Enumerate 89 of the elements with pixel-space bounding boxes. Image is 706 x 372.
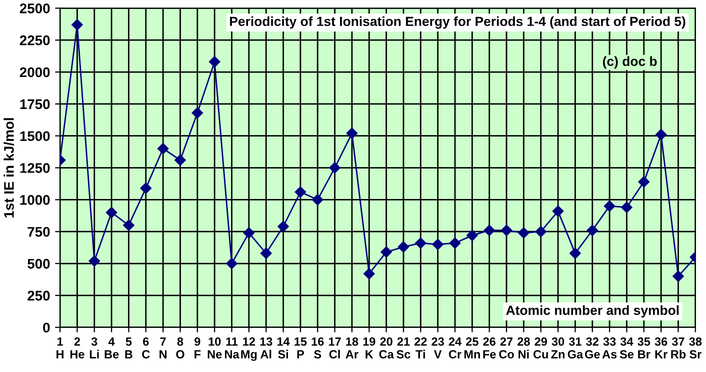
x-tick-label: 16 S <box>312 337 324 358</box>
point <box>192 107 203 118</box>
point <box>278 220 289 232</box>
y-tick-label: 1500 <box>20 131 50 142</box>
x-tick-label: 25 Mn <box>464 337 480 358</box>
y-tick-label: 0 <box>43 322 50 333</box>
x-tick-label: 33 As <box>602 337 617 358</box>
y-tick-label: 1250 <box>20 163 50 173</box>
x-tick-label: 21 Sc <box>396 337 410 358</box>
point <box>226 258 238 270</box>
x-tick-label: 13 Al <box>260 337 272 358</box>
y-tick-label: 1000 <box>20 195 50 205</box>
x-tick-label: 11 Na <box>224 338 240 358</box>
x-tick-label: 5 B <box>125 338 132 358</box>
x-tick-label: 26 Fe <box>483 337 496 358</box>
y-axis-title: 1st IE in kJ/mol <box>4 118 14 218</box>
y-tick-label: 500 <box>28 258 50 269</box>
point <box>364 268 375 280</box>
x-tick-label: 20 Ca <box>379 337 394 358</box>
x-tick-label: 30 Zn <box>551 337 565 358</box>
x-tick-label: 2 He <box>70 337 84 358</box>
x-tick-label: 18 Ar <box>346 337 358 358</box>
point <box>140 182 152 194</box>
point <box>449 237 461 249</box>
x-tick-label: 34 Se <box>620 337 634 358</box>
x-tick-label: 22 Ti <box>414 337 427 358</box>
point <box>518 227 530 238</box>
x-axis-title: Atomic number and symbol <box>506 305 679 318</box>
point <box>106 206 118 218</box>
point <box>346 128 358 139</box>
point <box>466 230 478 242</box>
x-tick-label: 24 Cr <box>448 337 462 358</box>
y-tick-label: 750 <box>28 226 50 237</box>
y-tick-label: 2000 <box>20 67 50 78</box>
y-tick-label: 250 <box>28 290 50 301</box>
point <box>672 270 684 282</box>
point <box>260 248 272 259</box>
point <box>621 202 632 213</box>
x-tick-label: 14 Si <box>277 338 290 358</box>
x-tick-label: 19 K <box>363 337 376 358</box>
point <box>500 224 512 236</box>
point <box>380 246 392 258</box>
point <box>294 186 306 198</box>
point <box>604 200 616 212</box>
x-tick-label: 3 Li <box>90 337 99 358</box>
annotation: (c) doc b <box>602 56 657 69</box>
y-tick-label: 1750 <box>20 99 50 110</box>
y-tick-label: 2500 <box>20 4 50 14</box>
x-tick-label: 4 Be <box>104 338 119 358</box>
point <box>638 176 650 188</box>
point <box>72 19 83 30</box>
x-tick-label: 7 N <box>160 338 167 358</box>
text: Periodicity of 1st Ionisation Energy for Periods 1-4 (and start of Period 5) <box>230 16 686 29</box>
x-tick-label: 12 Mg <box>241 337 257 361</box>
x-tick-label: 38 Sr <box>689 337 702 358</box>
point <box>312 194 324 206</box>
point <box>398 241 410 253</box>
point <box>415 237 426 249</box>
point <box>157 143 169 154</box>
x-tick-label: 9 F <box>194 337 201 358</box>
x-tick-label: 1 H <box>56 338 64 358</box>
x-tick-label: 23 V <box>432 337 444 358</box>
point <box>243 227 255 238</box>
point <box>208 56 220 68</box>
x-tick-label: 35 Br <box>638 337 650 358</box>
x-tick-label: 31 Ga <box>568 337 584 358</box>
point <box>535 226 546 238</box>
point <box>552 206 564 217</box>
x-tick-label: 6 C <box>142 337 150 358</box>
x-tick-label: 29 Cu <box>533 337 548 358</box>
x-tick-label: 37 Rb <box>671 337 686 358</box>
x-tick-label: 15 P <box>294 338 307 358</box>
point <box>655 128 667 140</box>
point <box>586 224 598 236</box>
x-tick-label: 28 Ni <box>518 337 530 358</box>
point <box>329 162 340 174</box>
x-tick-label: 32 Ge <box>584 337 600 358</box>
point <box>174 154 186 166</box>
x-tick-label: 8 O <box>176 337 184 358</box>
point <box>88 255 100 267</box>
x-tick-label: 17 Cl <box>328 338 341 358</box>
x-tick-label: 10 Ne <box>208 337 222 358</box>
point <box>484 224 495 236</box>
y-tick-label: 2250 <box>20 35 50 46</box>
point <box>432 238 444 250</box>
x-tick-label: 36 Kr <box>654 337 668 358</box>
x-tick-label: 27 Co <box>499 337 514 358</box>
point <box>123 220 134 231</box>
point <box>570 248 581 259</box>
